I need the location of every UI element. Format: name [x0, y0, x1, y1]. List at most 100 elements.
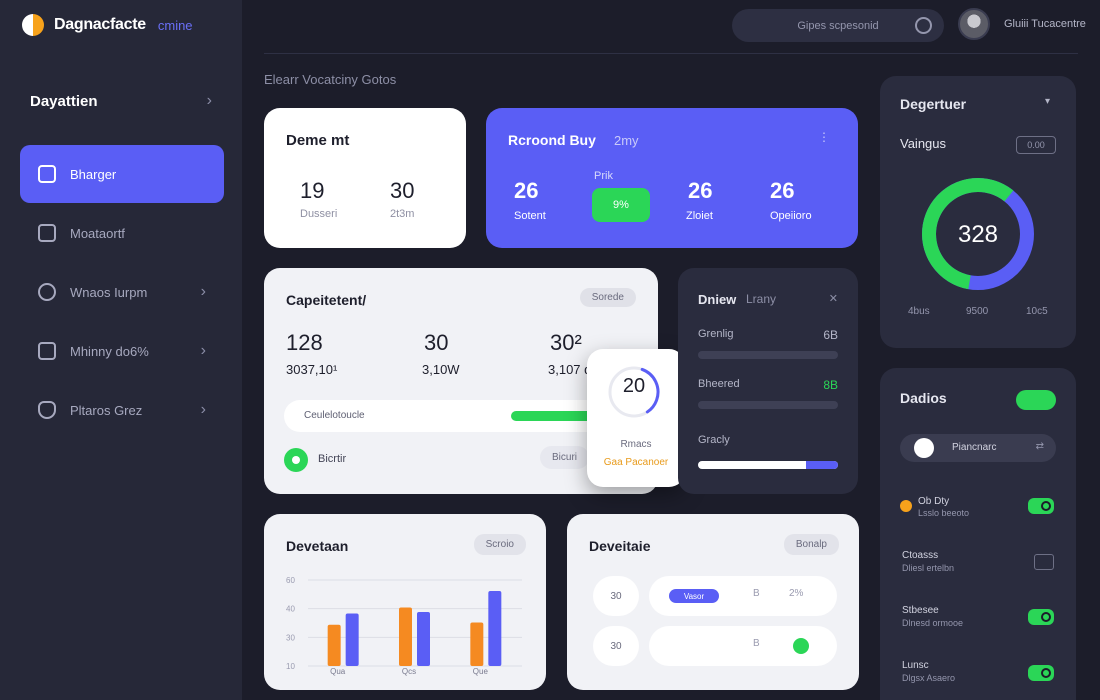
capacity-small-2: 3,10W	[422, 362, 460, 377]
row-track-end	[806, 461, 838, 469]
sidebar-item-moataortf[interactable]: Moataortf	[20, 204, 224, 262]
list-row-status-icon[interactable]	[793, 638, 809, 654]
coin-icon	[900, 500, 912, 512]
revenue-mid-label: Prik	[594, 170, 613, 182]
brand[interactable]: Dagnacfacte cmine	[22, 14, 193, 36]
revenue-percent-badge[interactable]: 9%	[592, 188, 650, 222]
sidebar-item-label: Pltaros Grez	[70, 402, 143, 418]
capacity-progress-label: Ceulelotoucle	[304, 410, 365, 421]
globe-icon	[38, 283, 56, 301]
rows-card[interactable]: Dniew Lrany ✕ Grenlig 6B Bheered 8B Grac…	[678, 268, 858, 494]
popover-label: Rmacs	[620, 439, 652, 450]
capacity-progress-fill	[511, 411, 610, 421]
progress-popover[interactable]: 20 Rmacs Gaa Pacanoer	[587, 349, 685, 487]
capacity-mini-button[interactable]: Bicuri	[540, 446, 590, 469]
sidebar-item-label: Moataortf	[70, 225, 125, 241]
revenue-value-3: 26	[770, 178, 795, 203]
toggle-item-subtitle: Dlnesd ormooe	[902, 618, 964, 628]
row-label: Grenlig	[698, 328, 734, 340]
search-icon[interactable]	[915, 17, 932, 34]
donut-foot-3: 10c5	[1026, 306, 1048, 317]
donut-foot-2: 9500	[966, 306, 989, 317]
more-icon[interactable]: ⋮	[818, 130, 830, 144]
capacity-title: Capeitetent/	[286, 292, 367, 308]
user-name[interactable]: Gluiii Tucacentre	[1004, 18, 1086, 30]
donut-value: 328	[957, 221, 999, 248]
bar	[345, 613, 359, 666]
sidebar-section-title: Dayattien	[30, 92, 98, 110]
revenue-value-1: 26	[514, 178, 539, 203]
popover-sublabel: Gaa Pacanoer	[603, 457, 669, 468]
sidebar-section[interactable]: Dayattien ›	[30, 92, 212, 110]
donut-subtitle: Vaingus	[900, 136, 947, 151]
search-placeholder: Gipes scpesonid	[797, 19, 879, 32]
toggle-item-title: Ob Dty	[918, 496, 950, 507]
header-divider	[264, 53, 1078, 54]
summary-card[interactable]: Deme mt 19 Dusseri 30 2t3m	[264, 108, 466, 248]
list-title: Deveitaie	[589, 538, 651, 554]
list-circle[interactable]: 30	[593, 626, 639, 666]
revenue-label-1: Sotent	[514, 210, 546, 222]
brand-sub: cmine	[157, 17, 193, 33]
x-tick-label: Qua	[330, 667, 346, 676]
close-icon[interactable]: ✕	[828, 293, 838, 305]
y-tick-label: 40	[286, 605, 295, 614]
donut-segment-green	[922, 178, 1034, 290]
capacity-small-3: 3,107 d	[548, 362, 592, 377]
toggle-item-title: Ctoasss	[902, 550, 939, 561]
list-row-pill[interactable]: Vasor	[669, 589, 719, 603]
bar	[399, 607, 412, 666]
dropdown-icon[interactable]: ▾	[1044, 96, 1050, 107]
toggle-switch[interactable]	[1028, 665, 1054, 681]
shield-icon	[38, 401, 56, 419]
y-tick-label: 30	[286, 633, 295, 642]
status-icon	[284, 448, 308, 472]
sidebar-item-wnaos[interactable]: Wnaos Iurpm ›	[20, 263, 224, 321]
list-tag[interactable]: Bonalp	[783, 534, 839, 555]
toggle-switch[interactable]	[1028, 498, 1054, 514]
segmented-control[interactable]: Piancnarc ⇄	[900, 434, 1056, 462]
bar-chart-tag[interactable]: Scroio	[473, 534, 526, 555]
sidebar-item-bharger[interactable]: Bharger	[20, 145, 224, 203]
bar	[417, 612, 430, 666]
toggle-item-title: Stbesee	[902, 605, 939, 616]
sidebar-item-pltaros[interactable]: Pltaros Grez ›	[20, 381, 224, 439]
capacity-tag[interactable]: Sorede	[579, 288, 636, 307]
list-row[interactable]: B	[649, 626, 837, 666]
toggles-card[interactable]: Dadios Piancnarc ⇄ Ob Dty Lsslo beeoto C…	[880, 368, 1076, 700]
summary-title: Deme mt	[286, 132, 350, 149]
list-circle[interactable]: 30	[593, 576, 639, 616]
summary-value-1: 19	[300, 178, 325, 203]
toggles-title: Dadios	[900, 390, 947, 406]
y-tick-label: 10	[286, 662, 295, 671]
bar-chart-card[interactable]: 60 40 30 10 Qua Qcs Que Devetaan Scroio	[264, 514, 546, 690]
capacity-big-1: 128	[286, 330, 323, 355]
list-row[interactable]: Vasor B 2%	[649, 576, 837, 616]
row-track-slider[interactable]	[698, 461, 838, 469]
sidebar-nav: Bharger Moataortf Wnaos Iurpm › Mhinny d…	[20, 145, 224, 440]
toggle-switch[interactable]	[1028, 609, 1054, 625]
sidebar: Dagnacfacte cmine Dayattien › Bharger Mo…	[0, 0, 242, 700]
capacity-progress[interactable]: Ceulelotoucle	[284, 400, 636, 432]
revenue-label-3: Opeiioro	[770, 210, 812, 222]
checkbox[interactable]	[1034, 554, 1054, 570]
toggles-status-chip[interactable]	[1016, 390, 1056, 410]
segment-knob	[914, 438, 934, 458]
y-tick-label: 60	[286, 576, 295, 585]
avatar[interactable]	[958, 8, 990, 40]
revenue-label-2: Zloiet	[686, 210, 713, 222]
search-input[interactable]: Gipes scpesonid	[732, 9, 944, 42]
bar	[470, 622, 484, 666]
list-row-key: B	[753, 638, 760, 649]
x-tick-label: Qcs	[402, 667, 416, 676]
popover-value: 20	[622, 375, 646, 397]
swap-icon[interactable]: ⇄	[1035, 441, 1044, 452]
donut-box[interactable]: 0.00	[1016, 136, 1056, 154]
revenue-card[interactable]: Rcroond Buy 2my ⋮ 26 Sotent Prik 9% 26 Z…	[486, 108, 858, 248]
brand-name: Dagnacfacte	[54, 16, 146, 33]
bar-chart: 60 40 30 10 Qua Qcs Que	[286, 576, 522, 676]
sidebar-item-mhinny[interactable]: Mhinny do6% ›	[20, 322, 224, 380]
donut-card[interactable]: Degertuer ▾ Vaingus 0.00 328 4bus 9500 1…	[880, 76, 1076, 348]
list-card[interactable]: Deveitaie Bonalp 30 Vasor B 2% 30 B	[567, 514, 859, 690]
sidebar-item-label: Mhinny do6%	[70, 343, 149, 359]
